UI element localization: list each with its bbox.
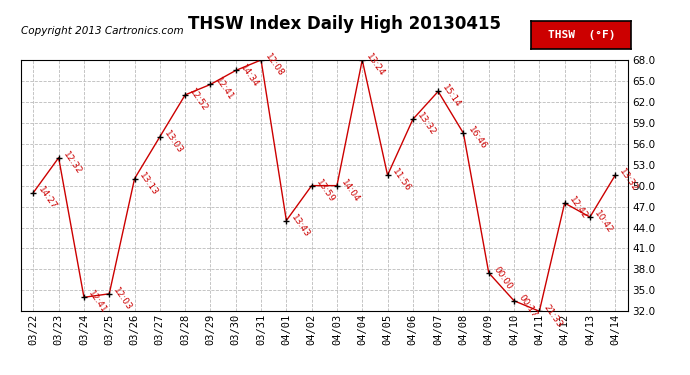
Text: 12:03: 12:03	[112, 286, 134, 312]
Text: 13:03: 13:03	[162, 129, 185, 155]
Text: 13:43: 13:43	[289, 213, 311, 239]
Text: 13:32: 13:32	[618, 167, 640, 194]
Text: 12:52: 12:52	[188, 87, 210, 113]
Text: 14:04: 14:04	[339, 178, 362, 204]
Text: 16:46: 16:46	[466, 125, 488, 152]
Text: 00:00: 00:00	[491, 265, 513, 291]
Text: 12:41: 12:41	[213, 76, 235, 103]
Text: 13:24: 13:24	[365, 52, 387, 78]
Text: THSW  (°F): THSW (°F)	[548, 30, 615, 40]
Text: THSW Index Daily High 20130415: THSW Index Daily High 20130415	[188, 15, 502, 33]
Text: 13:13: 13:13	[137, 171, 159, 197]
Text: 10:42: 10:42	[593, 209, 615, 235]
Text: 13:59: 13:59	[314, 178, 337, 204]
Text: 14:27: 14:27	[36, 184, 58, 211]
Text: 00:17: 00:17	[517, 293, 539, 319]
Text: 11:56: 11:56	[390, 167, 413, 194]
Text: 12:32: 12:32	[61, 150, 83, 176]
Text: 14:34: 14:34	[238, 63, 260, 88]
Text: 12:08: 12:08	[264, 52, 286, 78]
Text: 12:41: 12:41	[86, 290, 108, 315]
Text: 13:32: 13:32	[415, 111, 437, 138]
Text: 12:42: 12:42	[567, 195, 589, 221]
Text: 15:14: 15:14	[441, 84, 463, 110]
Text: 21:33: 21:33	[542, 303, 564, 330]
Text: Copyright 2013 Cartronics.com: Copyright 2013 Cartronics.com	[21, 26, 184, 36]
